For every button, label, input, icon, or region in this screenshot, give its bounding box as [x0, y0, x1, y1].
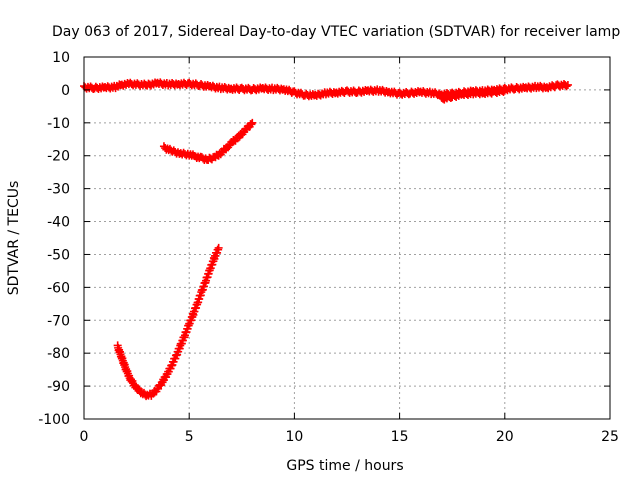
plot-frame — [83, 56, 611, 420]
y-tick-label: -60 — [47, 280, 70, 296]
data-point — [214, 243, 223, 252]
y-tick-label: -10 — [47, 116, 70, 132]
y-tick-label: -20 — [47, 149, 70, 165]
x-tick-label: 25 — [601, 429, 619, 445]
grid — [84, 57, 610, 419]
series-2 — [437, 85, 509, 104]
y-tick-label: -30 — [47, 182, 70, 198]
y-tick-label: -40 — [47, 215, 70, 231]
data-point — [248, 118, 257, 127]
x-tick-label: 5 — [185, 429, 194, 445]
chart-title: Day 063 of 2017, Sidereal Day-to-day VTE… — [52, 24, 620, 40]
series-3 — [159, 118, 257, 164]
data-point — [247, 120, 256, 129]
data-point — [500, 86, 509, 95]
y-tick-label: -90 — [47, 379, 70, 395]
x-tick-label: 15 — [391, 429, 409, 445]
x-axis-label: GPS time / hours — [286, 458, 403, 474]
series-1 — [80, 78, 572, 101]
y-tick-label: -50 — [47, 247, 70, 263]
axes: 0 5 10 15 20 25 10 0 -10 -20 -30 -40 -50 -60 -70 -80 -90… — [38, 50, 619, 445]
y-tick-label: 10 — [52, 50, 70, 66]
data-points — [80, 78, 572, 401]
y-tick-label: -70 — [47, 313, 70, 329]
y-axis-label: SDTVAR / TECUs — [6, 181, 22, 296]
data-point — [563, 80, 572, 89]
series-4 — [113, 243, 223, 401]
y-tick-label: -80 — [47, 346, 70, 362]
data-point — [499, 87, 508, 96]
x-tick-label: 0 — [80, 429, 89, 445]
x-tick-label: 10 — [285, 429, 303, 445]
y-tick-label: -100 — [38, 412, 70, 428]
x-tick-label: 20 — [496, 429, 514, 445]
data-point — [562, 82, 571, 91]
y-tick-label: 0 — [61, 83, 70, 99]
